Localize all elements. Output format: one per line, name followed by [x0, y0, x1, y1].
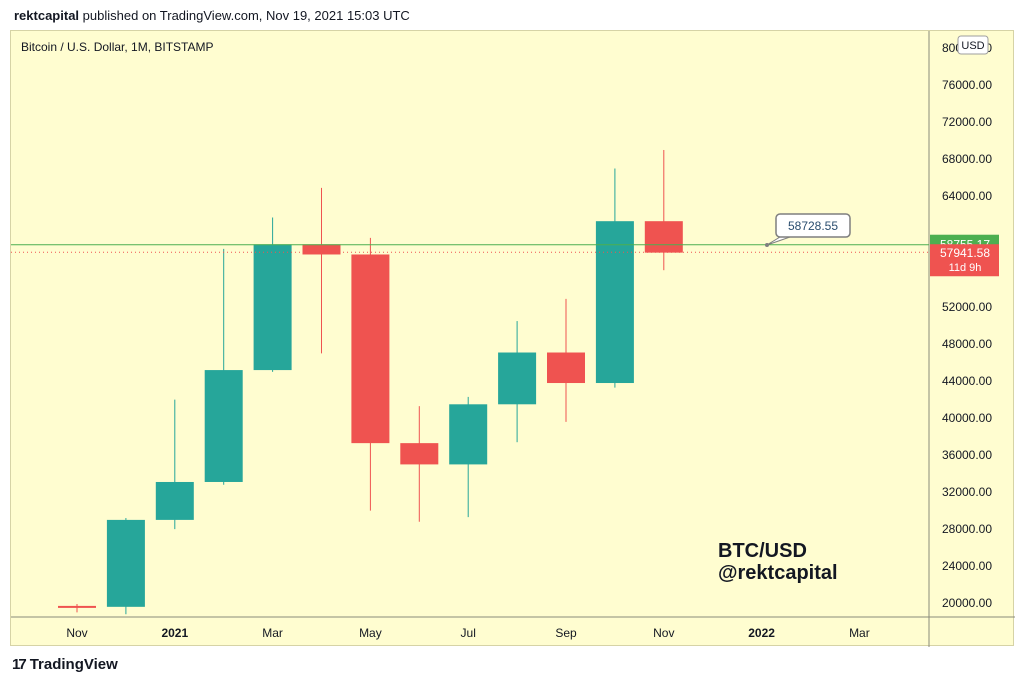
candle-body [204, 370, 243, 482]
price-tick-label: 44000.00 [942, 374, 992, 388]
callout-pointer [766, 236, 791, 246]
author-name[interactable]: rektcapital [14, 8, 80, 23]
price-axis: 20000.00 24000.00 28000.00 32000.00 36000.00… [942, 41, 992, 610]
callout-label: 58728.55 [788, 219, 838, 233]
price-callout[interactable]: 58728.55 [765, 213, 851, 247]
price-tick-label: 72000.00 [942, 115, 992, 129]
time-tick-label: Mar [849, 626, 870, 640]
candle-body [155, 481, 194, 520]
candle[interactable] [106, 518, 145, 615]
time-tick-label: 2021 [161, 626, 188, 640]
time-axis: Nov 2021 Mar May Jul Sep Nov 2022 Mar [66, 626, 869, 640]
candle[interactable] [498, 321, 537, 443]
price-tick-label: 20000.00 [942, 596, 992, 610]
candle[interactable] [204, 248, 243, 485]
currency-label: USD [961, 40, 984, 52]
symbol-label: Bitcoin / U.S. Dollar, 1M, BITSTAMP [21, 40, 214, 54]
candle[interactable] [351, 237, 390, 511]
candlestick-chart[interactable]: 20000.00 24000.00 28000.00 32000.00 36000.00… [11, 31, 1015, 647]
candle[interactable] [547, 298, 585, 422]
footer-brand[interactable]: 17 TradingView [12, 656, 118, 673]
candle[interactable] [644, 149, 683, 271]
price-tick-label: 68000.00 [942, 152, 992, 166]
time-tick-label: Sep [555, 626, 577, 640]
candle-body [106, 519, 145, 607]
price-tick-label: 40000.00 [942, 411, 992, 425]
candle-body [498, 352, 537, 405]
candle[interactable] [253, 217, 292, 372]
time-tick-label: May [359, 626, 382, 640]
candle-body [449, 404, 488, 465]
last-price-tag [930, 244, 999, 277]
candle[interactable] [155, 399, 194, 530]
candles-group [58, 149, 683, 615]
candle-body [302, 244, 341, 255]
price-tick-label: 64000.00 [942, 189, 992, 203]
candle-body [351, 254, 390, 444]
price-tick-label: 32000.00 [942, 485, 992, 499]
time-tick-label: Nov [66, 626, 87, 640]
time-tick-label: Nov [653, 626, 674, 640]
price-tick-label: 76000.00 [942, 78, 992, 92]
currency-badge[interactable]: USD [957, 35, 989, 55]
brand-name: TradingView [29, 656, 118, 673]
time-tick-label: 2022 [748, 626, 775, 640]
publish-info: published on TradingView.com, Nov 19, 20… [82, 8, 410, 23]
candle[interactable] [595, 168, 634, 388]
price-tick-label: 24000.00 [942, 559, 992, 573]
watermark-line-2: @rektcapital [718, 562, 838, 584]
time-tick-label: Jul [461, 626, 476, 640]
price-tick-label: 28000.00 [942, 522, 992, 536]
candle-body [644, 221, 683, 253]
callout-box [775, 213, 851, 238]
candle[interactable] [302, 187, 341, 354]
candle[interactable] [58, 604, 96, 613]
tradingview-logo-icon: 17 [12, 656, 27, 673]
price-tick-label: 48000.00 [942, 337, 992, 351]
time-tick-label: Mar [262, 626, 283, 640]
bar-countdown: 11d 9h [949, 262, 982, 274]
callout-anchor [765, 242, 769, 247]
candle-body [547, 352, 585, 384]
price-tick-label: 52000.00 [942, 300, 992, 314]
price-tick-label: 36000.00 [942, 448, 992, 462]
candle-body [595, 221, 634, 384]
candle[interactable] [400, 406, 439, 522]
candle[interactable] [449, 396, 488, 518]
candle-body [253, 244, 292, 371]
candle-body [400, 443, 439, 465]
candle-body [58, 605, 96, 608]
chart-frame[interactable]: 20000.00 24000.00 28000.00 32000.00 36000.00… [10, 30, 1015, 647]
last-price-label: 57941.58 [940, 246, 990, 260]
watermark-line-1: BTC/USD [718, 540, 807, 562]
publish-header: rektcapital published on TradingView.com… [14, 8, 410, 23]
